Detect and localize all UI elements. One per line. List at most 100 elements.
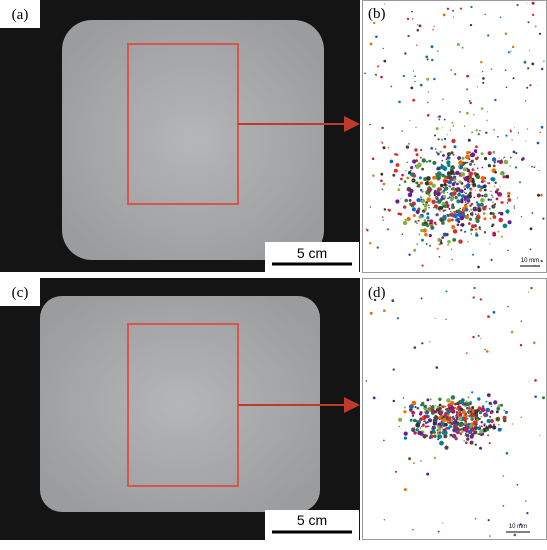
particle xyxy=(421,190,424,193)
particles xyxy=(364,1,545,269)
particle xyxy=(476,86,478,88)
particle xyxy=(469,161,471,163)
particle xyxy=(425,190,430,195)
particle xyxy=(420,297,423,300)
particle xyxy=(428,204,430,206)
particle xyxy=(482,77,485,80)
particle xyxy=(526,2,528,4)
particle xyxy=(369,311,373,315)
particle xyxy=(468,175,472,179)
particle xyxy=(422,203,425,206)
particle xyxy=(386,228,389,231)
particle xyxy=(369,123,371,126)
particle xyxy=(439,410,444,414)
particle xyxy=(467,396,470,399)
particle xyxy=(448,207,451,210)
particle xyxy=(534,25,537,28)
particle xyxy=(439,150,442,153)
particle xyxy=(380,75,383,79)
particle xyxy=(471,215,474,217)
particle xyxy=(442,209,445,212)
particle xyxy=(409,408,413,412)
particle xyxy=(502,175,506,179)
particle xyxy=(481,70,484,73)
particle xyxy=(442,186,445,189)
particle xyxy=(445,232,449,237)
particle xyxy=(527,21,530,24)
particle xyxy=(426,114,430,117)
particle xyxy=(475,232,478,234)
particle xyxy=(450,177,454,181)
particle xyxy=(451,218,454,222)
particle xyxy=(466,168,471,173)
particle xyxy=(411,201,416,206)
particle xyxy=(442,98,444,100)
particle xyxy=(529,165,531,167)
particle xyxy=(437,138,440,141)
particle xyxy=(418,233,420,235)
particle xyxy=(428,425,430,428)
particle xyxy=(435,127,439,131)
particle xyxy=(519,344,523,347)
particle xyxy=(542,217,545,220)
particle xyxy=(406,216,411,222)
particle xyxy=(403,436,407,440)
particle xyxy=(503,156,506,158)
particle xyxy=(512,150,516,154)
particle xyxy=(383,519,385,521)
particle xyxy=(491,225,494,228)
particle xyxy=(447,218,452,223)
particle xyxy=(466,151,470,155)
particle xyxy=(482,205,487,211)
particle xyxy=(529,50,530,52)
particle xyxy=(478,411,482,415)
particle xyxy=(485,400,488,403)
particle xyxy=(531,13,535,17)
particle xyxy=(541,67,544,71)
particle xyxy=(454,175,457,178)
particle xyxy=(505,174,510,179)
particle xyxy=(499,16,502,19)
particle xyxy=(446,398,451,403)
particle xyxy=(461,47,464,49)
particle xyxy=(434,196,437,199)
particle xyxy=(431,183,436,188)
particle xyxy=(446,160,451,165)
particle xyxy=(511,139,513,141)
particle xyxy=(382,146,386,150)
particle xyxy=(531,212,534,214)
particle xyxy=(540,193,543,197)
particle xyxy=(455,407,459,411)
particle xyxy=(437,50,439,53)
particle xyxy=(428,160,431,162)
particle xyxy=(496,406,501,411)
panel-b: (b) 10 mm xyxy=(362,0,547,273)
particle xyxy=(432,207,435,209)
particle xyxy=(456,43,460,46)
particle xyxy=(520,416,522,418)
slab xyxy=(40,296,320,512)
particle xyxy=(433,77,436,81)
particle xyxy=(387,208,391,212)
particle xyxy=(473,207,475,210)
particle xyxy=(372,396,376,400)
particle xyxy=(428,234,432,238)
particle xyxy=(499,171,505,176)
particle xyxy=(489,425,493,428)
particle xyxy=(428,206,431,209)
scale-label: 10 mm xyxy=(509,524,527,530)
particle xyxy=(484,13,486,16)
particle xyxy=(429,398,432,401)
particle xyxy=(392,368,395,371)
particle xyxy=(540,260,543,263)
particle xyxy=(442,13,446,17)
particle xyxy=(463,426,469,432)
particle xyxy=(456,199,461,204)
particle xyxy=(407,192,413,198)
particle xyxy=(436,152,440,156)
particle xyxy=(398,184,401,186)
particle xyxy=(469,434,474,439)
particle xyxy=(454,73,457,76)
particle xyxy=(440,173,443,176)
particle xyxy=(451,225,456,230)
